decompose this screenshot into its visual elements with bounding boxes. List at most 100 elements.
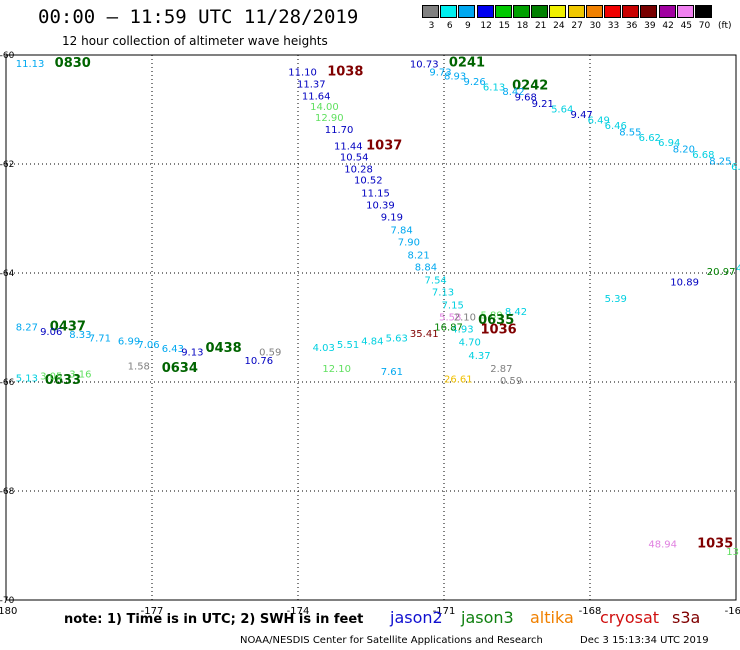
y-tick-label: -64 [0,269,15,279]
wave-height-label: 8.42 [505,307,527,318]
wave-height-label: 8.55 [619,127,641,138]
colorbar-swatch [622,5,640,18]
colorbar-swatch [513,5,530,18]
wave-height-label: 10.76 [244,356,273,367]
wave-height-label: 8.21 [408,250,430,261]
time-label: 1036 [481,323,517,338]
wave-height-label: 10.39 [366,200,395,211]
wave-height-label: 10.89 [670,278,699,289]
wave-height-label: 5.63 [386,333,408,344]
wave-height-label: 5.51 [337,340,359,351]
footer-credit: NOAA/NESDIS Center for Satellite Applica… [240,635,543,646]
wave-height-label: 5.13 [16,374,38,385]
wave-height-label: 5.89 [481,310,503,321]
wave-height-label: 12.10 [322,364,351,375]
legend-cryosat: cryosat [600,608,660,627]
wave-height-label: 5.64 [551,104,573,115]
wave-height-label: 0.59 [500,376,522,387]
x-tick-label: -165 [725,606,740,617]
wave-height-label: 7.90 [398,237,420,248]
wave-height-label: 14.00 [310,102,339,113]
wave-height-label: 6.43 [162,344,184,355]
colorbar-label: 39 [644,21,656,31]
wave-height-label: 11.37 [297,79,326,90]
wave-height-label: 9.13 [181,347,203,358]
wave-height-label: 5.58 [439,313,461,324]
wave-height-label: 5.39 [605,294,627,305]
wave-height-label: 2.87 [490,364,512,375]
colorbar-swatch [458,5,476,18]
wave-height-label: 11.44 [334,141,363,152]
wave-height-label: 9.19 [381,212,403,223]
wave-height-label: 9.47 [571,110,593,121]
wave-height-label: 10.73 [410,60,439,71]
colorbar-swatch [695,5,712,18]
wave-height-label: 12.90 [315,113,344,124]
wave-height-label: 8.33 [69,330,91,341]
footer-timestamp: Dec 3 15:13:34 UTC 2019 [580,635,709,646]
plot-frame [5,54,737,601]
wave-height-label: 9.68 [515,92,537,103]
colorbar-label: 12 [480,21,492,31]
colorbar-swatch [604,5,621,18]
colorbar-label: 6 [446,21,453,31]
y-tick-label: -66 [0,378,15,388]
wave-height-label: 7.15 [442,301,464,312]
wave-height-label: 6.62 [639,133,661,144]
legend-altika: altika [530,608,574,627]
wave-height-label: 20.97 [707,267,736,278]
wave-height-label: 8.25 [709,157,731,168]
colorbar-label: 15 [498,21,511,31]
wave-height-label: 6.13 [483,83,505,94]
x-tick-label: -177 [141,606,164,617]
wave-height-label: 4.03 [313,343,335,354]
wave-height-label: 7.06 [137,340,159,351]
colorbar-swatch [494,5,512,18]
wave-height-label: 6.46 [605,121,627,132]
wave-height-label: 8.20 [673,145,695,156]
colorbar-swatch [585,5,603,18]
legend-jason3: jason3 [461,608,514,627]
wave-height-label: 6.1 [731,162,740,173]
y-tick-label: -60 [0,51,15,61]
colorbar-label: 30 [589,21,602,31]
colorbar-label: 24 [553,21,565,31]
time-label: 0438 [206,341,242,356]
wave-height-label: 3.05 [40,371,62,382]
wave-height-label: 13.8 [726,547,740,558]
wave-height-label: 2.10 [454,313,476,324]
wave-height-label: 11.15 [361,188,390,199]
colorbar-label: 36 [625,21,638,31]
chart-title: 00:00 – 11:59 UTC 11/28/2019 [38,6,359,28]
time-label: 0241 [449,56,485,71]
time-label: 0242 [512,79,548,94]
time-label: 0633 [45,373,81,388]
colorbar-label: 18 [516,21,529,31]
time-label: 1037 [366,138,402,153]
wave-height-label: 6.94 [658,138,680,149]
legend-s3a: s3a [672,608,701,627]
wave-height-label: 4.84 [361,337,383,348]
wave-height-label: 10.54 [340,152,369,163]
colorbar-swatch [422,5,439,18]
time-label: 0830 [55,56,91,71]
wave-height-label: 0.59 [259,347,281,358]
wave-height-label: 4.93 [451,325,473,336]
colorbar-unit: (ft) [718,21,732,31]
colorbar-label: 70 [698,21,711,31]
colorbar-label: 33 [607,21,620,31]
wave-height-label: 9.73 [429,67,451,78]
wave-height-label: 9.21 [532,99,554,110]
wave-height-label: 9.06 [40,327,62,338]
colorbar-label: 21 [534,21,547,31]
colorbar-swatch [531,5,549,18]
colorbar-label: 45 [680,21,693,31]
colorbar-swatch [476,5,494,18]
wave-height-label: 8.84 [415,262,437,273]
time-label: 0634 [162,361,198,376]
wave-height-label: 35.41 [410,329,439,340]
wave-height-label: 11.64 [302,91,331,102]
x-tick-label: -171 [433,606,456,617]
